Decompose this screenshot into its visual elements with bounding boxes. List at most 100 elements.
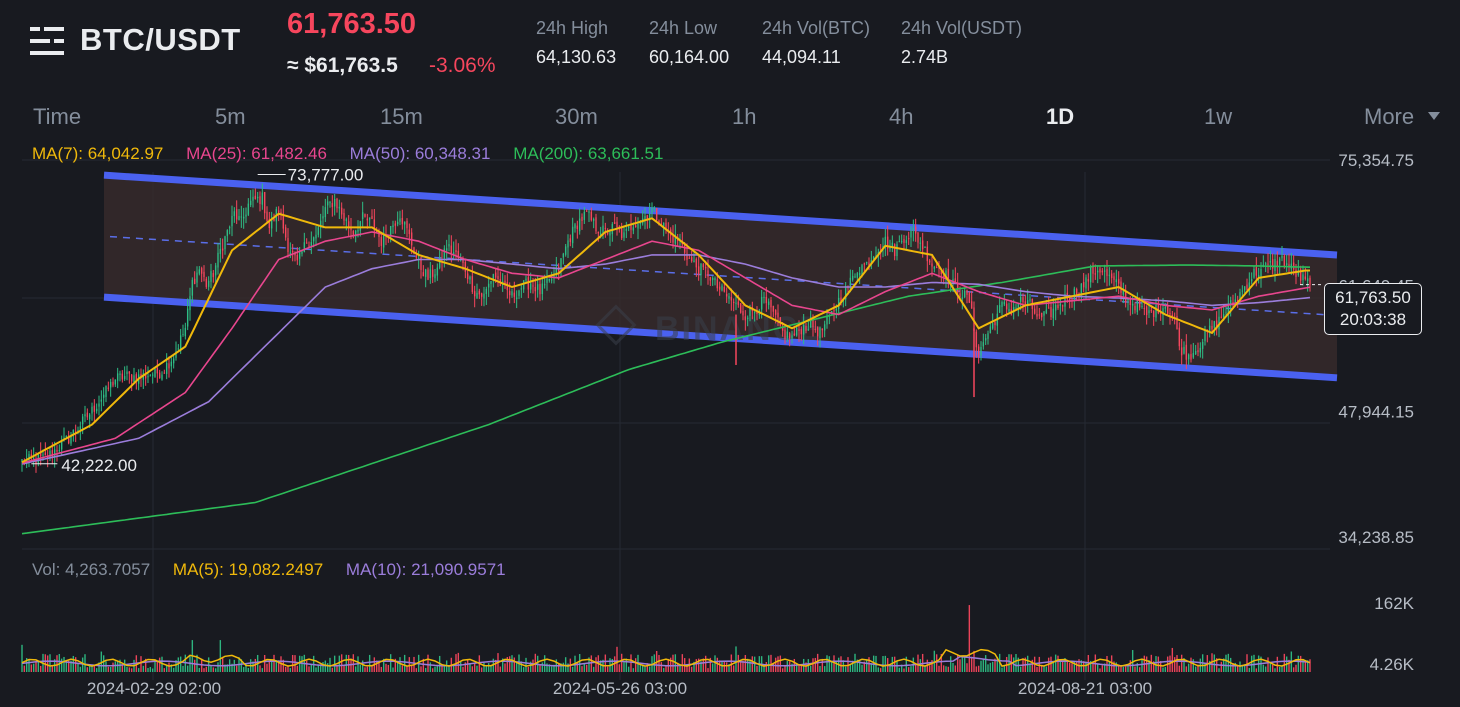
volume-bar: [767, 655, 770, 672]
volume-bar: [627, 666, 630, 672]
volume-bar: [1003, 665, 1006, 672]
volume-bar: [422, 658, 425, 672]
ma25-legend: MA(25): 61,482.46: [186, 144, 327, 163]
volume-bar: [1185, 666, 1188, 672]
candle: [560, 258, 562, 269]
volume-bar: [935, 654, 938, 672]
volume-bar: [1001, 667, 1003, 672]
volume-bar: [114, 661, 117, 672]
candle: [571, 226, 574, 244]
volume-bar: [420, 666, 422, 672]
volume-bar: [375, 660, 378, 672]
candle: [443, 248, 446, 259]
candle: [86, 412, 89, 418]
volume-bar: [296, 665, 299, 672]
candle: [704, 266, 707, 269]
tab-15m[interactable]: 15m: [380, 104, 423, 129]
candle: [1302, 274, 1304, 281]
candle: [1008, 309, 1010, 312]
candle: [798, 329, 800, 332]
candle: [644, 216, 646, 221]
stat-value: 60,164.00: [649, 47, 730, 67]
volume-bar: [345, 654, 348, 672]
volume-bar: [1068, 662, 1071, 672]
chevron-down-icon[interactable]: [1428, 112, 1440, 120]
menu-icon[interactable]: [30, 26, 64, 56]
volume-bar: [676, 662, 679, 672]
candle: [182, 334, 184, 336]
candle: [823, 324, 826, 331]
candle: [735, 302, 737, 304]
candle: [1271, 259, 1274, 269]
tab-more[interactable]: More: [1364, 104, 1415, 129]
volume-bar: [434, 666, 436, 672]
candle: [634, 225, 637, 228]
candle: [1297, 270, 1300, 276]
candle-countdown: 20:03:38: [1339, 310, 1407, 329]
volume-bar: [917, 654, 919, 672]
candle: [340, 207, 343, 215]
tab-4h[interactable]: 4h: [889, 104, 914, 129]
candle: [581, 216, 583, 221]
volume-bar: [723, 661, 726, 672]
candle: [203, 271, 205, 277]
candle: [1054, 304, 1057, 311]
tab-1w[interactable]: 1w: [1204, 104, 1233, 129]
stat-label: 24h Low: [649, 18, 718, 38]
candle: [851, 275, 854, 280]
volume-bar: [1115, 662, 1118, 672]
volume-bar: [224, 664, 226, 672]
candle: [1059, 303, 1062, 306]
candle: [942, 276, 945, 278]
tab-5m[interactable]: 5m: [215, 104, 246, 129]
candle: [816, 327, 819, 337]
volume-bar: [814, 657, 817, 672]
volume-bar: [273, 654, 275, 672]
candle: [102, 394, 105, 398]
volume-bar: [25, 658, 28, 672]
candle: [165, 363, 168, 374]
volume-bar: [513, 657, 516, 672]
candle: [123, 376, 126, 380]
tab-1h[interactable]: 1h: [732, 104, 757, 129]
candle: [1134, 305, 1136, 311]
tab-time[interactable]: Time: [33, 104, 82, 129]
tab-1d[interactable]: 1D: [1046, 104, 1075, 129]
candle: [511, 291, 513, 296]
candle: [665, 222, 667, 230]
volume-bar: [60, 658, 63, 672]
candle: [1281, 255, 1283, 259]
candle: [329, 202, 331, 204]
volume-bar: [711, 663, 714, 672]
volume-bar: [840, 656, 842, 672]
candle: [690, 257, 693, 262]
tab-30m[interactable]: 30m: [555, 104, 598, 129]
candle: [707, 270, 709, 277]
trading-pair[interactable]: BTC/USDT: [80, 22, 241, 57]
candle: [753, 312, 756, 314]
volume-bar: [697, 658, 700, 672]
candle: [420, 257, 422, 270]
volume-bar: [718, 660, 721, 672]
candle: [1236, 300, 1239, 302]
volume-bar: [429, 662, 432, 672]
candle: [39, 452, 42, 457]
volume-bar: [380, 666, 383, 672]
volume-bar: [1136, 663, 1139, 672]
candle: [1068, 297, 1071, 301]
volume-bar: [310, 664, 313, 672]
volume-bar: [158, 657, 161, 672]
volume-bar: [1131, 650, 1134, 672]
volume-bar: [959, 659, 961, 672]
candle: [427, 269, 429, 280]
volume-bar: [844, 666, 847, 672]
volume-bar: [107, 666, 110, 672]
candle: [1108, 274, 1111, 276]
candle: [126, 371, 128, 375]
volume-bar: [945, 666, 947, 672]
candle: [91, 406, 93, 414]
volume-bar: [532, 659, 534, 672]
volume-bar: [1190, 657, 1192, 672]
candle: [105, 385, 107, 397]
